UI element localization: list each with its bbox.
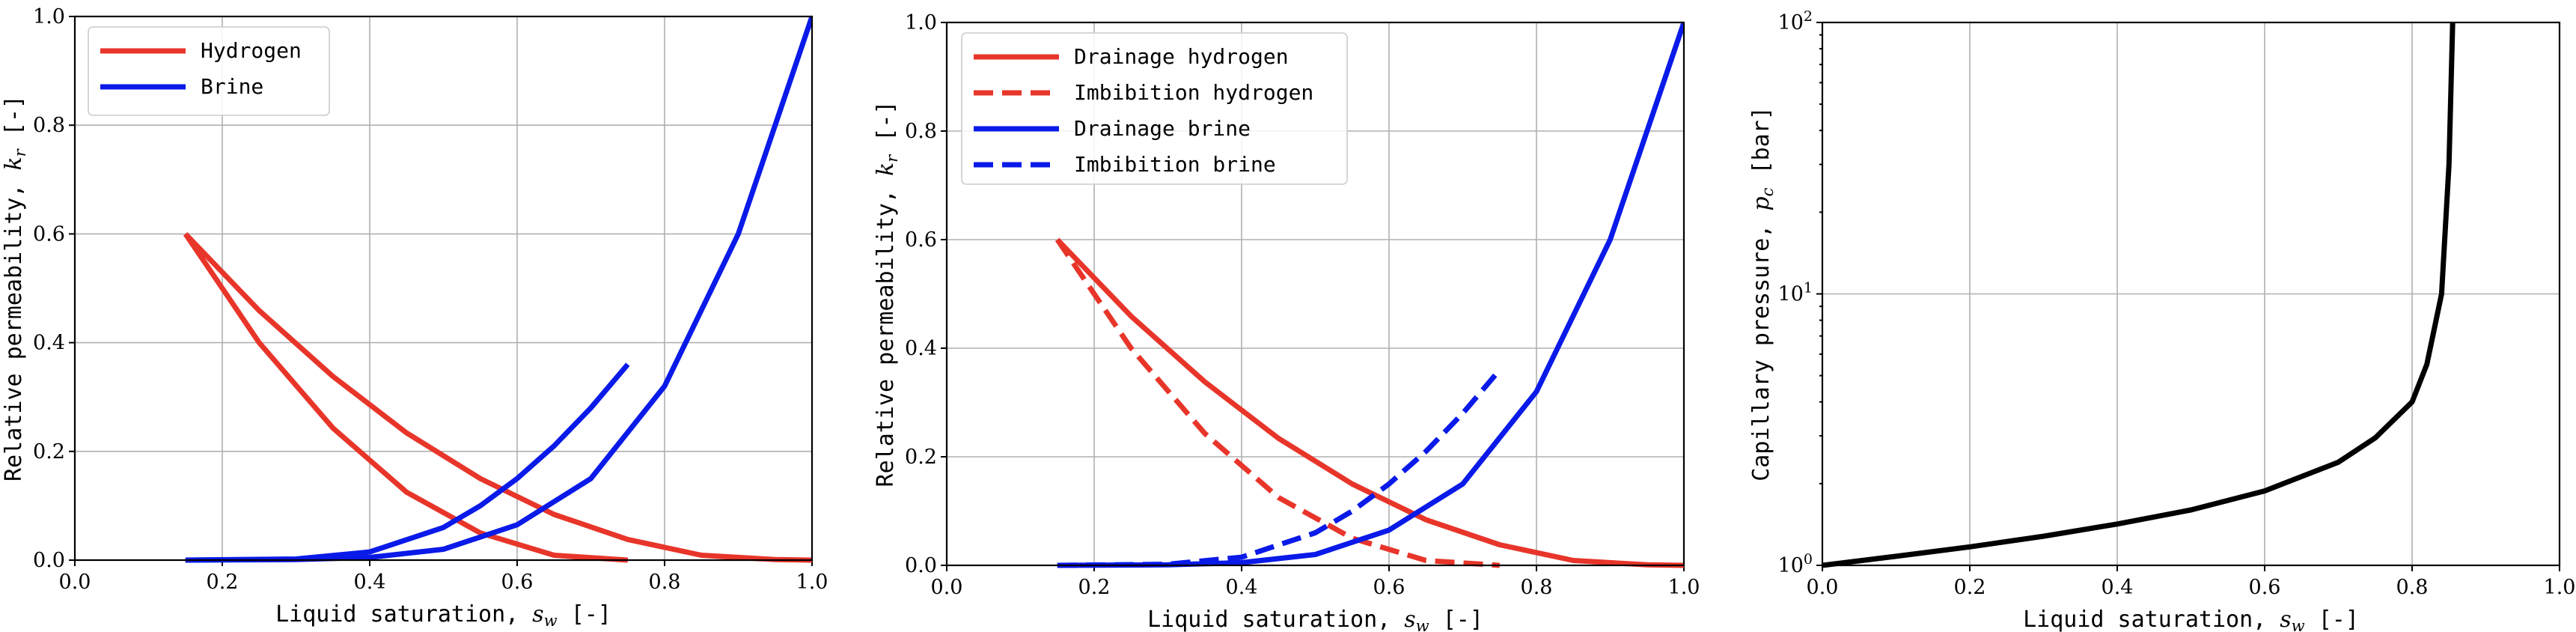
x-tick-label: 1.0 — [1668, 576, 1700, 599]
x-tick-label: 0.0 — [931, 576, 963, 599]
plot-frame — [73, 15, 814, 562]
y-tick-label: 0.6 — [905, 228, 937, 252]
plot-frame — [945, 21, 1685, 567]
series-line-3 — [1057, 21, 1684, 568]
y-tick-label: 0.4 — [33, 332, 65, 355]
y-axis-title: Relative permeability, kr [-] — [873, 101, 901, 487]
x-tick-label: 0.8 — [649, 571, 681, 594]
x-tick-label: 0.2 — [207, 571, 239, 594]
y-tick-label: 0.4 — [905, 337, 937, 360]
y-tick-label: 0.0 — [33, 549, 65, 572]
series-line-2 — [1054, 238, 1501, 568]
x-tick-label: 0.4 — [354, 571, 386, 594]
y-tick-label: 0.2 — [905, 446, 937, 469]
legend: Drainage hydrogen Imbibition hydrogen Drai… — [961, 32, 1348, 185]
y-tick-label: 1.0 — [905, 11, 937, 34]
plot-frame — [1821, 21, 2561, 567]
x-tick-label: 1.0 — [796, 571, 828, 594]
y-tick-label: 0.6 — [33, 222, 65, 246]
x-axis-title: Liquid saturation, sw [-] — [275, 601, 611, 630]
x-tick-label: 0.6 — [501, 571, 534, 594]
y-tick-label: 100 — [1778, 551, 1813, 577]
x-tick-label: 0.6 — [2249, 576, 2281, 599]
x-tick-label: 0.4 — [1226, 576, 1258, 599]
series-line-1 — [1055, 237, 1684, 568]
x-tick-label: 0.8 — [2396, 576, 2429, 599]
y-axis-title: Relative permeability, kr [-] — [1, 95, 29, 481]
x-tick-label: 0.0 — [59, 571, 91, 594]
x-tick-label: 0.2 — [1078, 576, 1111, 599]
x-axis-title: Liquid saturation, sw [-] — [2023, 607, 2359, 632]
legend-label: Imbibition brine — [1074, 152, 1276, 177]
chart-panel-3: 0.0 0.2 0.4 0.6 0.8 1.0 100 101 102 Liquid satura… — [1748, 8, 2575, 632]
x-tick-label: 0.2 — [1954, 576, 1986, 599]
legend-box — [961, 32, 1348, 185]
legend: Hydrogen Brine — [88, 26, 330, 116]
series-line-1 — [183, 231, 812, 563]
chart-panel-1: 0.0 0.2 0.4 0.6 0.8 1.0 0.0 0.2 0.4 0.6 0.8 1.0 Liqu… — [1, 5, 828, 630]
series-line-1 — [1822, 22, 2456, 568]
chart-panel-2: 0.0 0.2 0.4 0.6 0.8 1.0 0.0 0.2 0.4 0.6 0.8 1.0 Liqu… — [873, 11, 1700, 632]
y-axis-title: Capillary pressure, pc [bar] — [1748, 106, 1777, 481]
y-tick-label: 1.0 — [33, 5, 65, 28]
y-tick-label: 101 — [1778, 280, 1813, 306]
x-tick-label: 0.4 — [2102, 576, 2134, 599]
y-tick-label: 0.0 — [905, 554, 937, 577]
series-line-4 — [185, 362, 630, 563]
legend-label: Hydrogen — [201, 38, 302, 63]
y-tick-label: 0.8 — [33, 114, 65, 137]
legend-label: Brine — [201, 74, 263, 99]
x-axis-title: Liquid saturation, sw [-] — [1147, 607, 1483, 632]
y-tick-label: 0.8 — [905, 120, 937, 143]
x-tick-label: 0.6 — [1373, 576, 1405, 599]
legend-label: Drainage hydrogen — [1074, 44, 1289, 69]
x-tick-label: 0.0 — [1807, 576, 1839, 599]
legend-label: Imbibition hydrogen — [1074, 80, 1313, 105]
series-line-2 — [183, 232, 629, 563]
series-line-4 — [1057, 368, 1502, 568]
y-tick-label: 0.2 — [33, 440, 65, 464]
y-tick-label: 102 — [1778, 8, 1813, 34]
legend-label: Drainage brine — [1074, 116, 1251, 141]
x-tick-label: 1.0 — [2544, 576, 2576, 599]
x-tick-label: 0.8 — [1521, 576, 1553, 599]
